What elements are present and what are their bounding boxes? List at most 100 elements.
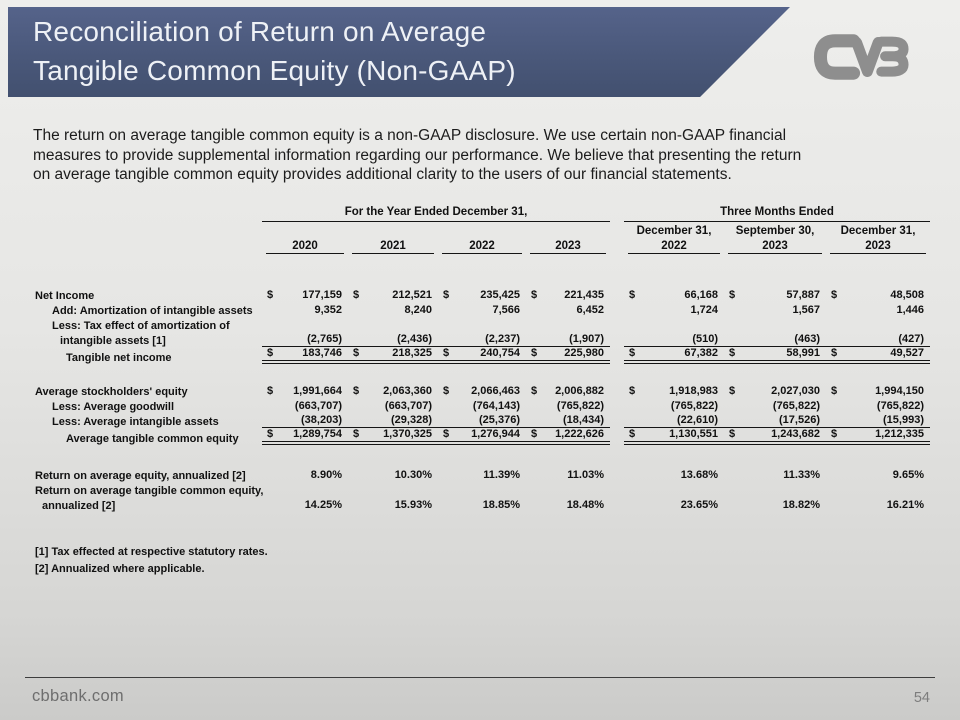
dollar-sign: $ xyxy=(443,428,450,440)
year-label: 2022 xyxy=(628,240,720,254)
table-row: intangible assets [1] (2,765) (2,436) (2,23… xyxy=(35,332,930,347)
footnotes: [1] Tax effected at respective statutory… xyxy=(35,544,268,578)
dollar-sign: $ xyxy=(353,385,360,397)
cell-value: 212,521 xyxy=(392,289,432,301)
table-row: annualized [2] 14.25% 15.93% 18.85% 18.48% 23… xyxy=(35,497,930,512)
cell-value: 1,446 xyxy=(896,304,924,316)
cell-value: 9.65% xyxy=(892,469,924,481)
value-cell: (2,765) xyxy=(262,333,348,346)
value-cell: $1,212,335 xyxy=(826,428,930,441)
value-cell: (22,610) xyxy=(624,414,724,427)
footer-website: cbbank.com xyxy=(32,687,124,705)
cell-value: (765,822) xyxy=(876,400,924,412)
cell-value: 18.82% xyxy=(782,499,820,511)
slide-title: Reconciliation of Return on Average Tang… xyxy=(33,16,516,86)
cell-value: (663,707) xyxy=(384,400,432,412)
dollar-sign: $ xyxy=(443,347,450,359)
value-cell: $2,063,360 xyxy=(348,385,438,398)
value-cell: (663,707) xyxy=(262,400,348,413)
page-number: 54 xyxy=(913,690,930,706)
value-cell: (663,707) xyxy=(348,400,438,413)
value-cell: $1,243,682 xyxy=(724,428,826,441)
value-cell: $48,508 xyxy=(826,289,930,302)
value-cell: $221,435 xyxy=(526,289,610,302)
cell-value: 2,027,030 xyxy=(771,385,820,397)
cell-value: 18.85% xyxy=(482,499,520,511)
intro-paragraph: The return on average tangible common eq… xyxy=(33,127,802,183)
value-cell: 1,446 xyxy=(826,304,930,317)
table-group-header-row: For the Year Ended December 31, Three Mon… xyxy=(35,203,930,222)
year-label: 2020 xyxy=(266,240,344,254)
cell-value: 221,435 xyxy=(564,289,604,301)
row-label: intangible assets [1] xyxy=(60,335,166,347)
value-cell: (463) xyxy=(724,333,826,346)
cell-value: 23.65% xyxy=(680,499,718,511)
cell-value: 1,918,983 xyxy=(669,385,718,397)
value-cell: $1,289,754 xyxy=(262,428,348,441)
row-label: Average stockholders' equity xyxy=(35,386,188,398)
cell-value: (2,765) xyxy=(307,333,342,345)
cell-value: 225,980 xyxy=(564,347,604,359)
dollar-sign: $ xyxy=(267,385,274,397)
row-label: annualized [2] xyxy=(42,500,116,512)
value-cell: $2,006,882 xyxy=(526,385,610,398)
footer-divider xyxy=(25,677,935,678)
value-cell: 8,240 xyxy=(348,304,438,317)
period-label: December 31, xyxy=(636,225,712,237)
value-cell: $1,994,150 xyxy=(826,385,930,398)
value-cell: (1,907) xyxy=(526,333,610,346)
footnote-2: [2] Annualized where applicable. xyxy=(35,563,205,575)
cell-value: 10.30% xyxy=(394,469,432,481)
value-cell: 23.65% xyxy=(624,499,724,512)
value-cell: (25,376) xyxy=(438,414,526,427)
cell-value: 66,168 xyxy=(684,289,718,301)
cvb-logo-icon xyxy=(813,34,909,80)
cell-value: (2,237) xyxy=(485,333,520,345)
cell-value: (15,993) xyxy=(883,414,924,426)
dollar-sign: $ xyxy=(729,347,736,359)
value-cell: 15.93% xyxy=(348,499,438,512)
value-cell: $235,425 xyxy=(438,289,526,302)
table-row: Add: Amortization of intangible assets 9,… xyxy=(35,302,930,317)
cell-value: (18,434) xyxy=(563,414,604,426)
cell-value: 7,566 xyxy=(492,304,520,316)
value-cell: $1,276,944 xyxy=(438,428,526,441)
table-row: Return on average equity, annualized [2]… xyxy=(35,467,930,482)
value-cell: $218,325 xyxy=(348,347,438,360)
cell-value: 1,276,944 xyxy=(471,428,520,440)
cell-value: 1,567 xyxy=(792,304,820,316)
cell-value: (463) xyxy=(794,333,820,345)
row-label: Average tangible common equity xyxy=(66,433,239,445)
cell-value: (764,143) xyxy=(472,400,520,412)
cell-value: 1,212,335 xyxy=(875,428,924,440)
value-cell: (765,822) xyxy=(624,400,724,413)
value-cell: 18.85% xyxy=(438,499,526,512)
cell-value: (2,436) xyxy=(397,333,432,345)
row-label: Less: Tax effect of amortization of xyxy=(52,320,230,332)
row-label: Less: Average goodwill xyxy=(52,401,175,413)
value-cell: (427) xyxy=(826,333,930,346)
cell-value: 1,994,150 xyxy=(875,385,924,397)
cell-value: (765,822) xyxy=(772,400,820,412)
cell-value: (765,822) xyxy=(556,400,604,412)
value-cell: 13.68% xyxy=(624,469,724,482)
table-row: Less: Average intangible assets (38,203) (… xyxy=(35,413,930,428)
cell-value: 48,508 xyxy=(890,289,924,301)
year-group-header: For the Year Ended December 31, xyxy=(262,206,610,222)
value-cell: 1,724 xyxy=(624,304,724,317)
dollar-sign: $ xyxy=(729,385,736,397)
cell-value: 240,754 xyxy=(480,347,520,359)
value-cell: 1,567 xyxy=(724,304,826,317)
value-cell: (18,434) xyxy=(526,414,610,427)
value-cell: (2,436) xyxy=(348,333,438,346)
table-year-row: 2020 2021 2022 2023 2022 2023 2023 xyxy=(35,237,930,254)
value-cell: 11.03% xyxy=(526,469,610,482)
value-cell: $1,130,551 xyxy=(624,428,724,441)
year-label: 2023 xyxy=(728,240,822,254)
cell-value: (427) xyxy=(898,333,924,345)
dollar-sign: $ xyxy=(267,347,274,359)
value-cell: $1,222,626 xyxy=(526,428,610,441)
dollar-sign: $ xyxy=(531,289,538,301)
cell-value: 8,240 xyxy=(404,304,432,316)
